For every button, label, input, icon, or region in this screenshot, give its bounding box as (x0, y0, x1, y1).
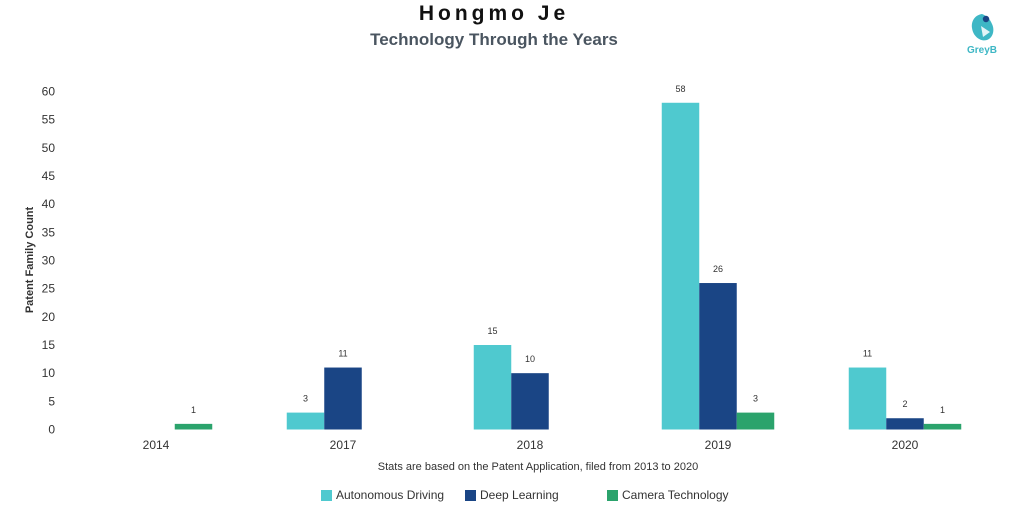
x-tick-label: 2014 (143, 438, 170, 452)
data-label: 11 (338, 349, 347, 359)
data-label: 2 (902, 399, 907, 409)
bar-autonomous-driving-2017 (286, 412, 325, 430)
legend-label: Deep Learning (480, 488, 559, 502)
y-tick-label: 25 (42, 282, 56, 296)
y-tick-label: 30 (42, 254, 56, 268)
x-tick-label: 2017 (330, 438, 357, 452)
legend-label: Autonomous Driving (336, 488, 445, 502)
x-tick-label: 2018 (517, 438, 544, 452)
data-label: 58 (675, 84, 685, 94)
data-label: 1 (940, 405, 945, 415)
chart-title: Hongmo Je (418, 2, 570, 25)
x-tick-label: 2020 (892, 438, 919, 452)
bar-camera-technology-2020 (923, 423, 962, 430)
footnote: Stats are based on the Patent Applicatio… (377, 461, 699, 473)
greyb-logo-icon (971, 14, 994, 41)
y-tick-label: 20 (42, 310, 56, 324)
y-axis-label: Patent Family Count (24, 206, 36, 313)
y-tick-label: 45 (42, 169, 56, 183)
data-label: 26 (713, 264, 723, 274)
legend-item-camera-technology: Camera Technology (607, 488, 729, 502)
data-label: 10 (525, 354, 535, 364)
y-tick-label: 15 (42, 338, 56, 352)
bar-camera-technology-2019 (736, 412, 775, 430)
legend-swatch-camera-technology (607, 489, 618, 501)
bar-deep-learning-2018 (511, 373, 549, 430)
data-label: 3 (753, 394, 758, 404)
greyb-logo: GreyB (962, 12, 1002, 62)
y-tick-label: 50 (42, 141, 56, 155)
legend: Autonomous Driving Deep Learning Camera … (0, 488, 1024, 504)
logo-text: GreyB (966, 45, 997, 56)
y-tick-label: 40 (42, 197, 56, 211)
bar-deep-learning-2019 (699, 283, 737, 430)
chart-canvas: 0 5 10 15 20 25 30 35 40 45 50 55 60 Patent Family Co… (24, 84, 962, 452)
bar-deep-learning-2020 (886, 418, 924, 430)
bar-camera-technology-2014 (174, 423, 213, 430)
legend-swatch-autonomous-driving (321, 489, 332, 501)
y-tick-label: 0 (48, 423, 55, 437)
y-tick-label: 60 (42, 85, 56, 99)
y-tick-label: 35 (42, 225, 56, 239)
legend-swatch-deep-learning (465, 489, 476, 501)
legend-label: Camera Technology (622, 488, 729, 502)
data-label: 1 (191, 405, 196, 415)
x-tick-label: 2019 (705, 438, 732, 452)
bar-deep-learning-2017 (324, 367, 362, 430)
legend-item-autonomous-driving: Autonomous Driving (321, 488, 444, 502)
data-label: 11 (863, 349, 872, 359)
bar-autonomous-driving-2018 (473, 345, 512, 430)
legend-item-deep-learning: Deep Learning (465, 488, 559, 502)
bar-autonomous-driving-2020 (848, 367, 887, 430)
data-label: 3 (303, 394, 308, 404)
chart-subtitle: Technology Through the Years (370, 30, 618, 49)
data-label: 15 (487, 326, 497, 336)
y-tick-label: 10 (42, 366, 56, 380)
y-tick-label: 55 (42, 113, 56, 127)
y-tick-label: 5 (48, 394, 55, 408)
bar-autonomous-driving-2019 (661, 102, 700, 430)
